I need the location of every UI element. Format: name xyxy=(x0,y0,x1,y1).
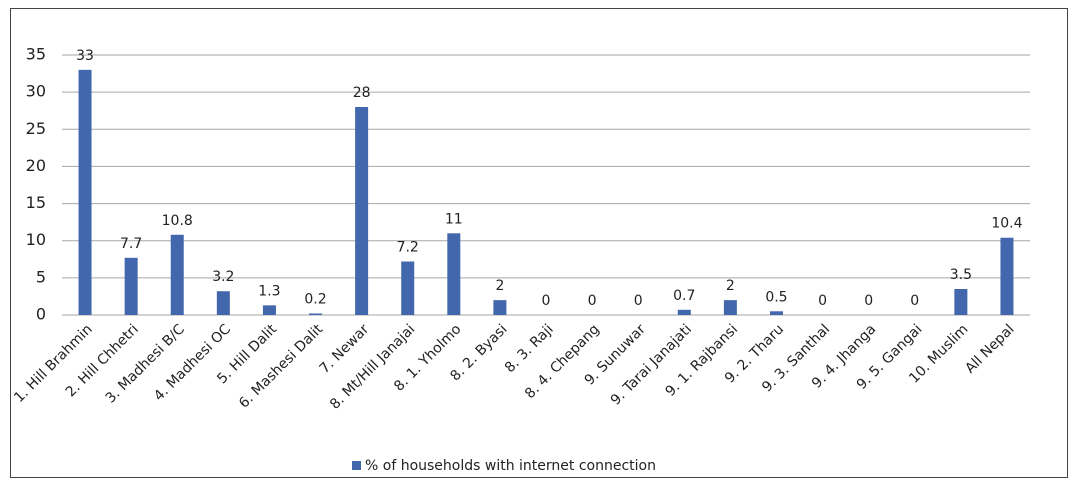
data-label: 33 xyxy=(76,48,94,64)
bar xyxy=(723,300,737,315)
data-label: 1.3 xyxy=(258,283,280,299)
bar xyxy=(954,289,968,315)
bar xyxy=(355,107,369,315)
y-tick-label: 20 xyxy=(26,156,46,175)
data-label: 7.7 xyxy=(120,236,142,252)
data-label: 0 xyxy=(910,293,919,309)
data-label: 10.8 xyxy=(162,213,193,229)
data-label: 3.5 xyxy=(950,267,972,283)
y-tick-label: 0 xyxy=(36,305,46,324)
bar xyxy=(124,257,138,315)
y-tick-label: 5 xyxy=(36,267,46,286)
bar xyxy=(262,305,276,315)
bar xyxy=(401,261,415,315)
data-label: 0 xyxy=(634,293,643,309)
data-label: 0.2 xyxy=(304,292,326,308)
data-label: 0.7 xyxy=(673,288,695,304)
y-tick-label: 25 xyxy=(26,119,46,138)
data-label: 0 xyxy=(864,293,873,309)
data-label: 2 xyxy=(726,278,735,294)
data-label: 7.2 xyxy=(397,240,419,256)
x-tick-label: 8. Mt/Hill Janajai xyxy=(327,321,418,412)
legend-label: % of households with internet connection xyxy=(365,458,656,474)
bar xyxy=(216,291,230,315)
x-tick-label: 3. Madhesi B/C xyxy=(103,321,188,406)
data-label: 2 xyxy=(495,278,504,294)
chart-frame xyxy=(10,8,1068,478)
bar xyxy=(493,300,507,315)
data-label: 0 xyxy=(818,293,827,309)
legend-swatch xyxy=(352,461,361,470)
bar xyxy=(1000,237,1014,315)
x-tick-label: 6. Mashesi Dalit xyxy=(236,321,327,412)
y-tick-label: 35 xyxy=(26,45,46,64)
data-label: 3.2 xyxy=(212,269,234,285)
data-label: 28 xyxy=(353,85,371,101)
data-label: 11 xyxy=(445,211,463,227)
x-tick-label: 1. Hill Brahmin xyxy=(11,321,96,406)
x-tick-label: 9. Tarai Janajati xyxy=(608,321,695,408)
bar xyxy=(677,309,691,315)
y-tick-label: 10 xyxy=(26,230,46,249)
y-tick-label: 30 xyxy=(26,82,46,101)
bar xyxy=(309,313,323,315)
bar xyxy=(447,233,461,315)
data-label: 10.4 xyxy=(991,216,1022,232)
data-label: 0 xyxy=(542,293,551,309)
data-label: 0.5 xyxy=(765,289,787,305)
bar xyxy=(170,234,184,315)
x-tick-label: All Nepal xyxy=(962,321,1017,376)
data-label: 0 xyxy=(588,293,597,309)
y-tick-label: 15 xyxy=(26,193,46,212)
bar xyxy=(78,69,92,315)
bar xyxy=(769,311,783,315)
